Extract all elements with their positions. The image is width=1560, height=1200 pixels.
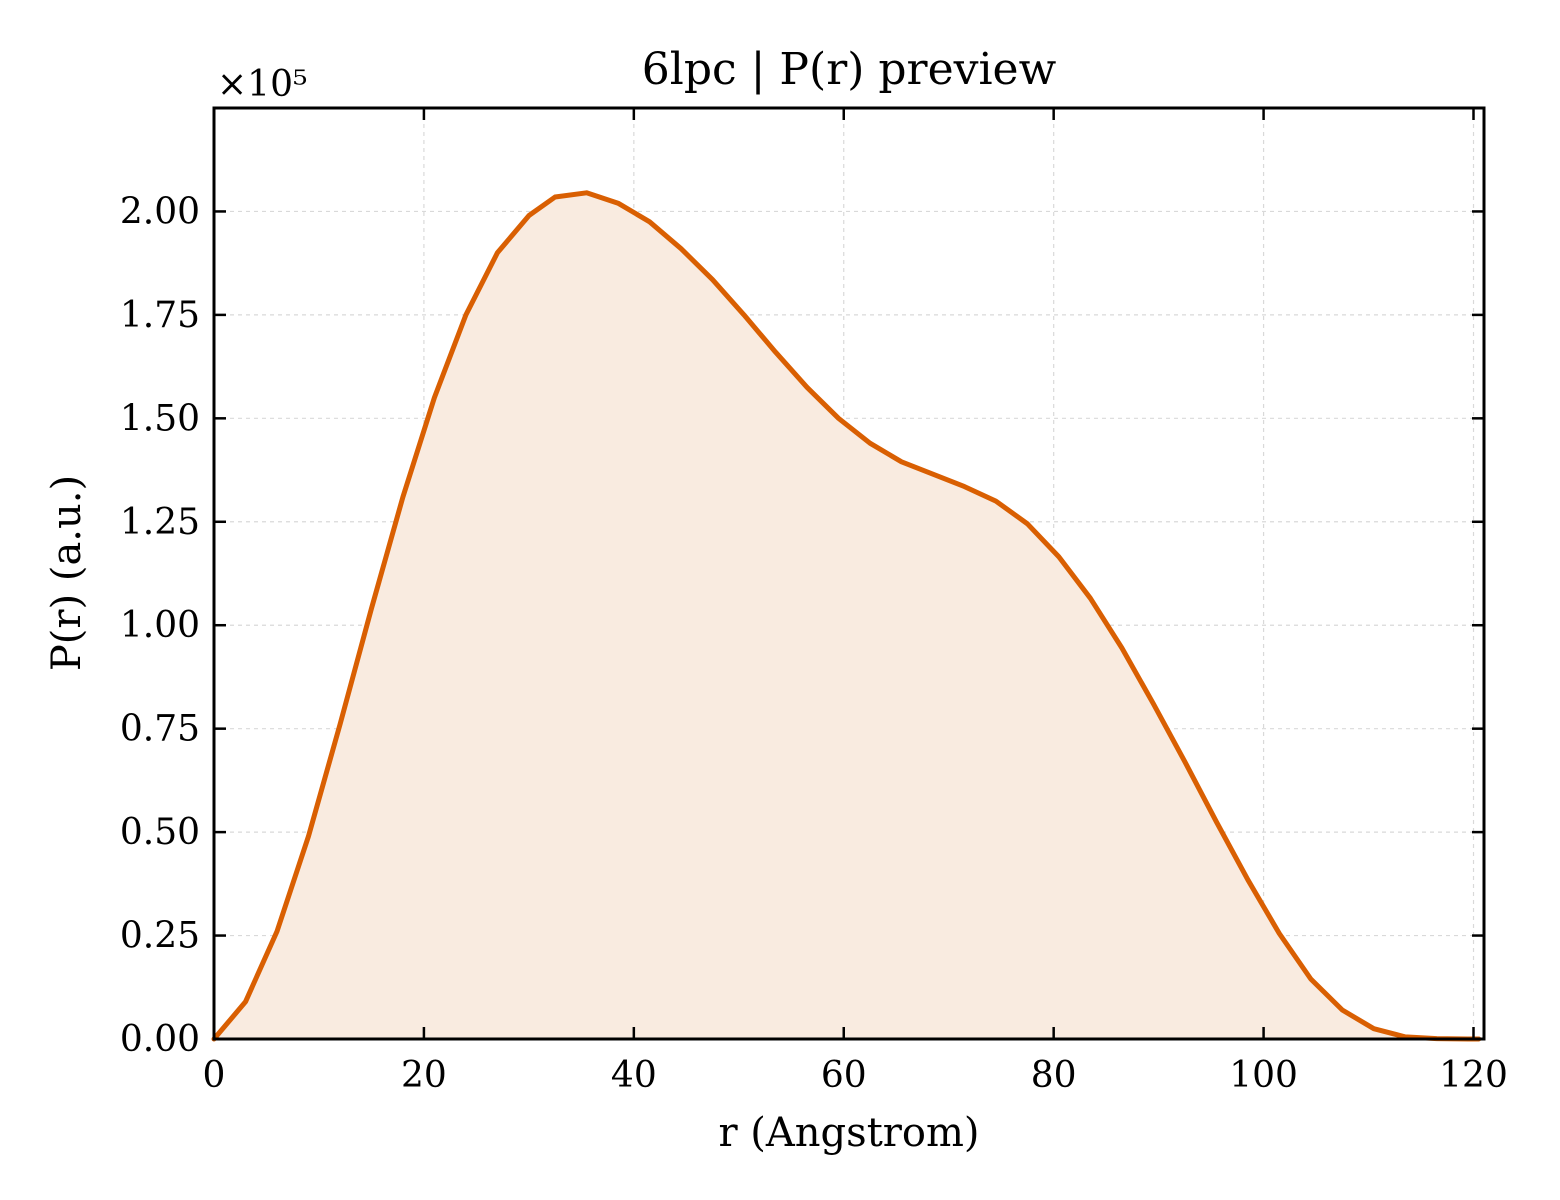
x-tick-label: 80 [1031, 1055, 1077, 1096]
x-tick-label: 20 [401, 1055, 447, 1096]
data-point [400, 495, 405, 500]
data-point [369, 606, 374, 611]
y-tick-label: 0.00 [120, 1019, 200, 1060]
data-point [1088, 596, 1093, 601]
area-fill-group [214, 192, 1479, 1040]
data-point [1371, 1026, 1376, 1031]
x-tick-label: 60 [821, 1055, 867, 1096]
data-point [584, 190, 589, 195]
data-point [1308, 977, 1313, 982]
y-tick-label: 0.75 [120, 709, 200, 750]
data-point [993, 499, 998, 504]
x-tick-label: 40 [611, 1055, 657, 1096]
data-point [1214, 819, 1219, 824]
data-point [243, 999, 248, 1004]
y-tick-label: 0.50 [120, 812, 200, 853]
data-point [306, 834, 311, 839]
series-line [211, 190, 1482, 1042]
y-tick-label: 1.00 [120, 605, 200, 646]
x-tick-label: 100 [1229, 1055, 1298, 1096]
data-point [495, 250, 500, 255]
data-point [742, 312, 747, 317]
x-tick-labels: 0 20 40 60 80 100 120 [203, 1055, 1508, 1096]
data-point [1025, 521, 1030, 526]
x-tick-label: 120 [1439, 1055, 1508, 1096]
data-point [710, 277, 715, 282]
y-tick-label: 1.75 [120, 295, 200, 336]
series-area-fill [214, 192, 1479, 1040]
x-tick-label: 0 [203, 1055, 226, 1096]
tick-marks [212, 108, 1484, 1041]
data-point [647, 219, 652, 224]
data-point [899, 459, 904, 464]
x-axis-label: r (Angstrom) [718, 1110, 979, 1156]
data-point [805, 385, 810, 390]
data-point [962, 484, 967, 489]
data-point [1340, 1008, 1345, 1013]
y-tick-label: 1.25 [120, 502, 200, 543]
y-axis-label: P(r) (a.u.) [44, 475, 90, 671]
data-point [868, 441, 873, 446]
y-axis-multiplier: ×10⁵ [217, 64, 307, 105]
data-point [836, 416, 841, 421]
data-point [463, 312, 468, 317]
plot-frame [212, 106, 1486, 1041]
data-point [1056, 554, 1061, 559]
data-point [338, 722, 343, 727]
data-point [679, 246, 684, 251]
y-tick-labels: 0.00 0.25 0.50 0.75 1.00 1.25 1.50 1.75 2.00 [120, 191, 200, 1060]
series-line-group [211, 190, 1482, 1042]
data-point [275, 929, 280, 934]
data-point [526, 213, 531, 218]
data-point [553, 195, 558, 200]
y-tick-label: 0.25 [120, 916, 200, 957]
data-point [773, 350, 778, 355]
data-point [616, 201, 621, 206]
y-tick-label: 2.00 [120, 191, 200, 232]
data-point [1245, 877, 1250, 882]
data-point [1277, 931, 1282, 936]
y-tick-label: 1.50 [120, 398, 200, 439]
data-point [1151, 701, 1156, 706]
data-point [1182, 759, 1187, 764]
data-point [1119, 646, 1124, 651]
chart-title: 6lpc | P(r) preview [642, 44, 1057, 95]
data-point [931, 472, 936, 477]
data-point [432, 395, 437, 400]
